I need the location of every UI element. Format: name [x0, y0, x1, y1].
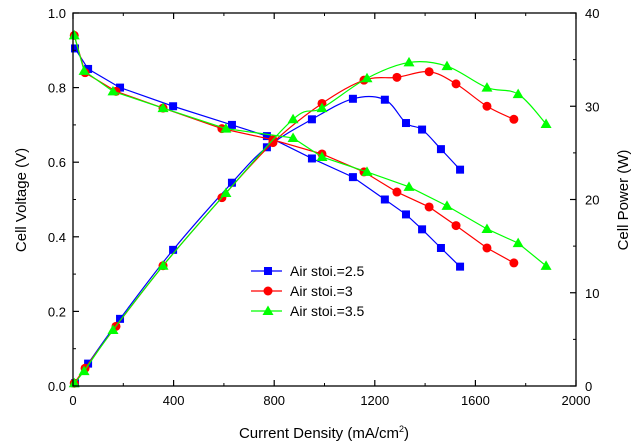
power-point [451, 79, 461, 89]
voltage-point [481, 223, 493, 233]
plot-frame [72, 12, 577, 387]
power-point [380, 95, 389, 104]
voltage-point [71, 44, 80, 53]
voltage-point [392, 187, 402, 197]
voltage-point [512, 237, 524, 248]
voltage-point [509, 258, 519, 268]
power-point [392, 72, 402, 82]
voltage-point [84, 64, 93, 73]
legend-label: Air stoi.=3.5 [290, 303, 365, 319]
y2-tick-label: 30 [585, 99, 599, 114]
power-point [361, 72, 373, 83]
voltage-point [107, 85, 119, 96]
voltage-point [116, 83, 125, 92]
power-point [169, 245, 178, 254]
x-axis-label-end: ) [404, 425, 409, 442]
voltage-point [348, 173, 357, 182]
power-point [509, 114, 519, 124]
y2-tick-label: 10 [585, 286, 599, 301]
voltage-point [403, 181, 415, 191]
y-tick-label: 0.8 [48, 81, 66, 96]
power-point [512, 88, 524, 99]
y-tick-label: 0.4 [48, 230, 66, 245]
voltage-point [441, 200, 453, 210]
voltage-point [262, 132, 271, 141]
voltage-point [482, 243, 492, 253]
power-point [482, 101, 492, 111]
voltage-point [169, 102, 178, 111]
voltage-point [157, 102, 169, 113]
power-point [403, 56, 415, 67]
y-tick-label: 1.0 [48, 6, 66, 21]
y-tick-label: 0.0 [48, 379, 66, 394]
power-point [316, 102, 328, 113]
power-point [78, 365, 90, 376]
series-2 [68, 29, 552, 388]
voltage-point [436, 243, 445, 252]
power-point [441, 60, 453, 71]
power-point [307, 115, 316, 124]
voltage-point [307, 154, 316, 163]
legend-label: Air stoi.=3 [290, 283, 353, 299]
y2-tick-label: 40 [585, 6, 599, 21]
voltage-point [287, 132, 299, 142]
power-point [540, 118, 552, 128]
x-tick-label: 400 [163, 393, 185, 408]
y-tick-label: 0.6 [48, 155, 66, 170]
y2-tick-label: 20 [585, 193, 599, 208]
x-tick-label: 0 [69, 393, 76, 408]
x-tick-label: 1600 [461, 393, 490, 408]
power-point [157, 260, 169, 270]
power-point [456, 165, 465, 174]
power-point [418, 125, 427, 134]
voltage-point [424, 202, 434, 212]
power-point [481, 82, 493, 92]
voltage-point [380, 195, 389, 204]
voltage-line [74, 48, 461, 268]
power-point [116, 314, 125, 323]
voltage-point [78, 65, 90, 75]
voltage-point [451, 221, 461, 231]
voltage-point [316, 151, 328, 161]
voltage-point [418, 225, 427, 234]
x-axis-label-sup: 2 [399, 424, 404, 434]
voltage-point [68, 29, 80, 40]
y2-axis-label: Cell Power (W) [615, 150, 632, 251]
power-point [401, 119, 410, 128]
legend: Air stoi.=2.5 Air stoi.=3 Air stoi.=3.5 [251, 263, 365, 319]
power-point [268, 138, 278, 148]
voltage-point [220, 123, 232, 133]
x-tick-label: 800 [263, 393, 285, 408]
power-point [220, 187, 232, 197]
x-tick-label: 1200 [360, 393, 389, 408]
legend-label: Air stoi.=2.5 [290, 263, 365, 279]
voltage-point [361, 166, 373, 176]
x-axis-label-main: Current Density (mA/cm [239, 425, 399, 442]
power-point [287, 113, 299, 124]
legend-marker [262, 305, 274, 315]
x-axis-label: Current Density (mA/cm2) [239, 424, 409, 442]
power-point [107, 324, 119, 335]
legend-marker [263, 286, 273, 296]
voltage-point [227, 120, 236, 129]
series-0 [71, 44, 465, 388]
power-point [436, 145, 445, 154]
y-tick-label: 0.2 [48, 304, 66, 319]
voltage-point [456, 262, 465, 271]
power-point [227, 178, 236, 187]
power-point [68, 377, 80, 388]
power-point [348, 94, 357, 103]
x-tick-label: 2000 [562, 393, 591, 408]
legend-marker [264, 267, 272, 275]
voltage-point [540, 260, 552, 270]
voltage-point [401, 210, 410, 219]
power-point [424, 67, 434, 77]
y2-tick-label: 0 [585, 379, 592, 394]
y-axis-label: Cell Voltage (V) [13, 148, 30, 252]
